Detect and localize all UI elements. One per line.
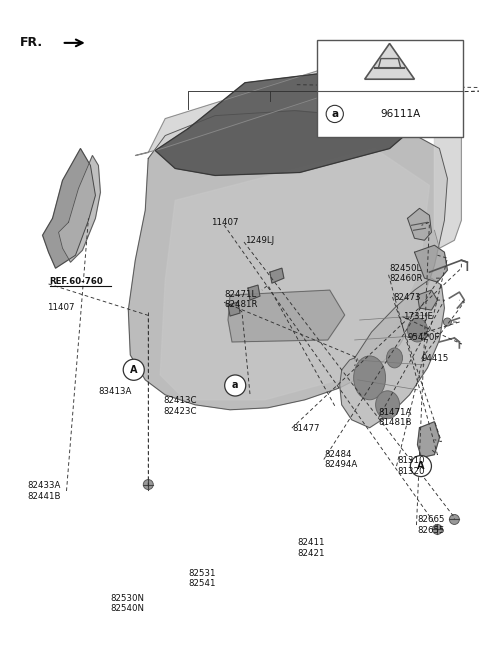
Text: FR.: FR.: [20, 36, 43, 49]
Text: 82413C
82423C: 82413C 82423C: [163, 396, 197, 415]
Text: 82450L
82460R: 82450L 82460R: [389, 263, 423, 283]
Polygon shape: [418, 422, 439, 458]
Circle shape: [410, 455, 432, 476]
Text: REF.60-760: REF.60-760: [49, 277, 103, 286]
Circle shape: [144, 480, 153, 489]
Text: 96111A: 96111A: [380, 109, 420, 119]
Text: 82433A
82441B: 82433A 82441B: [27, 482, 60, 501]
Polygon shape: [248, 285, 260, 300]
Polygon shape: [135, 61, 424, 156]
Text: 94415: 94415: [422, 354, 449, 363]
Polygon shape: [365, 43, 414, 79]
Bar: [317, 40, 463, 137]
Polygon shape: [59, 156, 100, 262]
Text: 95420F: 95420F: [408, 333, 440, 342]
Polygon shape: [160, 148, 430, 400]
Ellipse shape: [354, 356, 385, 400]
Circle shape: [123, 359, 144, 380]
Text: 82531
82541: 82531 82541: [188, 569, 216, 589]
Text: A: A: [417, 461, 425, 471]
Polygon shape: [340, 278, 444, 428]
Circle shape: [225, 375, 246, 396]
Text: 81477: 81477: [293, 424, 320, 432]
Circle shape: [444, 318, 451, 326]
Polygon shape: [418, 290, 437, 310]
Polygon shape: [155, 69, 447, 175]
Text: 1249LJ: 1249LJ: [245, 236, 274, 244]
Text: 82411
82421: 82411 82421: [298, 538, 325, 558]
Text: A: A: [130, 365, 137, 374]
Ellipse shape: [408, 318, 428, 342]
Text: 81310
81320: 81310 81320: [397, 457, 424, 476]
Text: 81471A
81481B: 81471A 81481B: [379, 408, 412, 427]
Text: 82471L
82481R: 82471L 82481R: [225, 290, 258, 309]
Text: a: a: [331, 109, 338, 119]
Polygon shape: [228, 290, 345, 342]
Polygon shape: [415, 245, 447, 282]
Ellipse shape: [386, 348, 403, 368]
Polygon shape: [270, 268, 284, 283]
Text: 82484
82494A: 82484 82494A: [324, 450, 358, 469]
Text: 11407: 11407: [47, 303, 74, 312]
Text: 1731JE: 1731JE: [403, 312, 433, 321]
Polygon shape: [128, 110, 447, 410]
Circle shape: [432, 524, 443, 534]
Circle shape: [449, 514, 459, 524]
Text: 82473: 82473: [393, 292, 420, 302]
Polygon shape: [228, 302, 240, 316]
Polygon shape: [408, 208, 432, 240]
Polygon shape: [43, 148, 96, 268]
Circle shape: [326, 105, 343, 123]
Polygon shape: [415, 58, 459, 93]
Text: 83413A: 83413A: [98, 387, 132, 396]
Polygon shape: [434, 89, 461, 248]
Text: 82665
82655: 82665 82655: [417, 515, 444, 535]
Ellipse shape: [376, 391, 399, 419]
Text: 11407: 11407: [211, 218, 239, 227]
Text: a: a: [232, 380, 239, 390]
Text: 82530N
82540N: 82530N 82540N: [110, 594, 144, 614]
